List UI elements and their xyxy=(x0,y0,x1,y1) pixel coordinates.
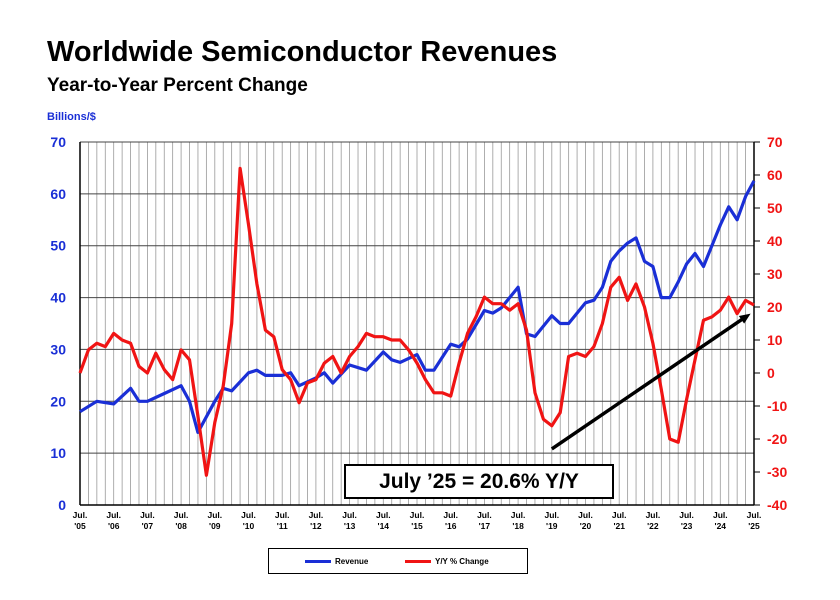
x-tick-label: Jul. xyxy=(140,510,155,520)
x-tick-label: Jul. xyxy=(309,510,324,520)
y-tick-label-right: 70 xyxy=(767,134,783,150)
y-tick-label-left: 40 xyxy=(50,290,66,306)
x-tick-label: Jul. xyxy=(578,510,593,520)
x-tick-label-year: '07 xyxy=(142,521,154,531)
y-tick-label-left: 10 xyxy=(50,445,66,461)
x-tick-label: Jul. xyxy=(73,510,88,520)
x-tick-label: Jul. xyxy=(443,510,458,520)
x-tick-label-year: '22 xyxy=(647,521,659,531)
trend-arrow-head xyxy=(738,313,751,324)
x-tick-label: Jul. xyxy=(511,510,526,520)
legend: Revenue Y/Y % Change xyxy=(268,548,528,574)
x-tick-label: Jul. xyxy=(679,510,694,520)
y-tick-label-left: 70 xyxy=(50,134,66,150)
x-tick-label: Jul. xyxy=(106,510,121,520)
x-tick-label-year: '24 xyxy=(715,521,727,531)
x-tick-label-year: '23 xyxy=(681,521,693,531)
x-tick-label-year: '09 xyxy=(209,521,221,531)
x-tick-label: Jul. xyxy=(612,510,627,520)
y-tick-label-right: 30 xyxy=(767,266,783,282)
x-tick-label-year: '25 xyxy=(748,521,760,531)
y-tick-label-right: 40 xyxy=(767,233,783,249)
y-tick-label-left: 30 xyxy=(50,341,66,357)
chart-subtitle: Year-to-Year Percent Change xyxy=(47,75,308,96)
x-tick-label-year: '05 xyxy=(74,521,86,531)
x-tick-label-year: '17 xyxy=(479,521,491,531)
y-tick-label-right: 20 xyxy=(767,299,783,315)
x-tick-label-year: '11 xyxy=(277,521,288,531)
x-tick-label: Jul. xyxy=(544,510,559,520)
x-tick-label: Jul. xyxy=(477,510,492,520)
x-tick-label: Jul. xyxy=(410,510,425,520)
chart-title: Worldwide Semiconductor Revenues xyxy=(47,36,558,68)
x-tick-label-year: '08 xyxy=(175,521,187,531)
legend-item-yy-change: Y/Y % Change xyxy=(405,557,489,566)
x-tick-label-year: '06 xyxy=(108,521,120,531)
y-tick-label-left: 0 xyxy=(58,497,66,513)
x-tick-label: Jul. xyxy=(713,510,728,520)
x-tick-label-year: '16 xyxy=(445,521,457,531)
x-tick-label-year: '20 xyxy=(580,521,592,531)
y-tick-label-left: 50 xyxy=(50,238,66,254)
legend-item-revenue: Revenue xyxy=(305,557,368,566)
legend-label-yy-change: Y/Y % Change xyxy=(435,557,489,566)
x-tick-label: Jul. xyxy=(174,510,189,520)
y-axis-label: Billions/$ xyxy=(47,111,96,123)
x-tick-label-year: '12 xyxy=(310,521,322,531)
annotation-box: July ’25 = 20.6% Y/Y xyxy=(344,464,614,499)
legend-label-revenue: Revenue xyxy=(335,557,369,566)
x-tick-label-year: '15 xyxy=(411,521,423,531)
y-tick-label-right: 10 xyxy=(767,332,783,348)
y-tick-label-left: 20 xyxy=(50,393,66,409)
legend-swatch-yy-change xyxy=(405,560,431,563)
y-tick-label-right: -10 xyxy=(767,398,787,414)
y-tick-label-left: 60 xyxy=(50,186,66,202)
x-tick-label: Jul. xyxy=(747,510,762,520)
x-tick-label: Jul. xyxy=(342,510,357,520)
y-tick-label-right: 0 xyxy=(767,365,775,381)
x-tick-label: Jul. xyxy=(207,510,222,520)
x-tick-label: Jul. xyxy=(646,510,661,520)
y-tick-label-right: -40 xyxy=(767,497,787,513)
legend-swatch-revenue xyxy=(305,560,331,563)
y-tick-label-right: 50 xyxy=(767,200,783,216)
y-tick-label-right: 60 xyxy=(767,167,783,183)
trend-arrow xyxy=(550,316,746,451)
x-tick-label-year: '19 xyxy=(546,521,558,531)
x-tick-label: Jul. xyxy=(241,510,256,520)
y-tick-label-right: -30 xyxy=(767,464,787,480)
y-tick-label-right: -20 xyxy=(767,431,787,447)
x-tick-label-year: '10 xyxy=(243,521,255,531)
x-tick-label-year: '18 xyxy=(512,521,524,531)
x-tick-label-year: '14 xyxy=(378,521,390,531)
x-tick-label-year: '21 xyxy=(613,521,625,531)
x-tick-label: Jul. xyxy=(376,510,391,520)
x-tick-label: Jul. xyxy=(275,510,290,520)
x-tick-label-year: '13 xyxy=(344,521,356,531)
